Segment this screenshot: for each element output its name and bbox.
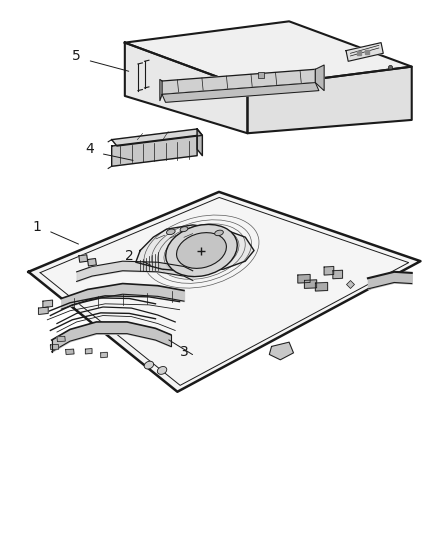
Ellipse shape: [180, 227, 188, 232]
Polygon shape: [50, 344, 59, 350]
Ellipse shape: [166, 229, 175, 235]
Polygon shape: [85, 349, 92, 354]
Text: 2: 2: [125, 249, 134, 263]
Polygon shape: [39, 307, 48, 314]
Text: 1: 1: [33, 220, 42, 233]
Polygon shape: [112, 129, 202, 146]
Polygon shape: [315, 65, 324, 91]
Polygon shape: [304, 280, 317, 288]
Polygon shape: [197, 129, 202, 156]
Polygon shape: [333, 270, 343, 279]
Text: 3: 3: [180, 345, 188, 359]
Polygon shape: [101, 352, 107, 358]
Polygon shape: [28, 192, 420, 392]
Polygon shape: [88, 259, 96, 266]
Ellipse shape: [166, 224, 237, 277]
Polygon shape: [346, 43, 383, 61]
Polygon shape: [125, 21, 412, 88]
Ellipse shape: [215, 230, 223, 236]
Polygon shape: [269, 342, 293, 360]
Polygon shape: [136, 225, 254, 272]
Polygon shape: [324, 266, 334, 275]
Text: 5: 5: [72, 49, 81, 63]
Polygon shape: [162, 83, 319, 102]
Polygon shape: [162, 69, 315, 94]
Polygon shape: [160, 79, 162, 101]
Polygon shape: [247, 67, 412, 133]
Polygon shape: [57, 336, 65, 342]
Ellipse shape: [157, 367, 167, 374]
Text: 4: 4: [85, 142, 94, 156]
Polygon shape: [66, 349, 74, 354]
Polygon shape: [315, 282, 328, 291]
Polygon shape: [79, 255, 88, 262]
Polygon shape: [112, 135, 197, 166]
Polygon shape: [43, 300, 53, 308]
Polygon shape: [125, 43, 247, 133]
Ellipse shape: [144, 361, 154, 369]
Polygon shape: [298, 274, 310, 283]
Ellipse shape: [177, 232, 226, 269]
